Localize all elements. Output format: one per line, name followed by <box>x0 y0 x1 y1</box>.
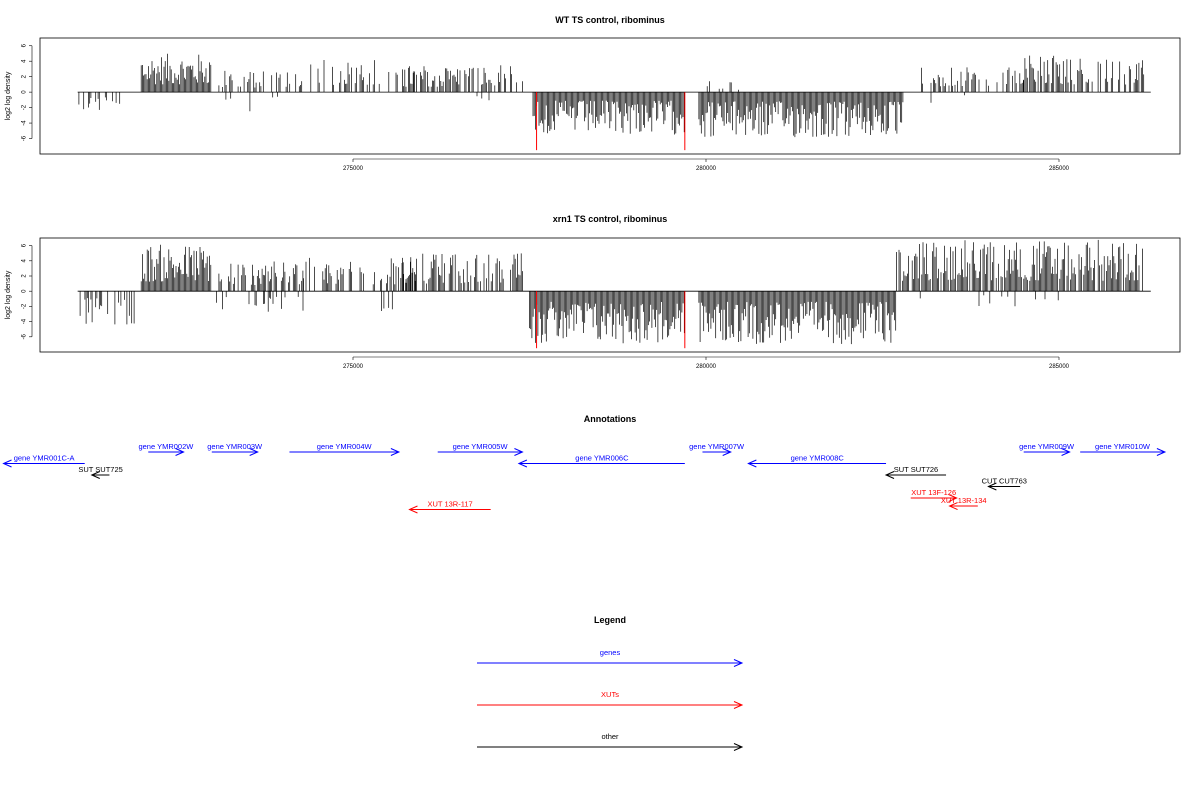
y-tick-label: -4 <box>22 120 28 126</box>
feature-label: SUT SUT725 <box>78 465 122 474</box>
legend-items: genes XUTs other <box>477 648 744 751</box>
feature-gene-arrow: gene YMR010W <box>1080 442 1167 456</box>
legend-panel: Legend genes XUTs other <box>477 615 744 751</box>
feature-label: gene YMR002W <box>138 442 194 451</box>
legend-gene-arrow: genes <box>477 648 744 667</box>
wt-y-axis-label: log2 log density <box>5 71 12 120</box>
y-tick-label: 6 <box>22 43 28 47</box>
x-tick-label: 285000 <box>1049 364 1070 370</box>
feature-label: CUT CUT763 <box>982 477 1027 486</box>
y-tick-label: -2 <box>22 303 28 309</box>
y-tick-label: 4 <box>22 59 28 63</box>
feature-label: gene YMR001C-A <box>14 454 75 463</box>
wt-plot-frame <box>39 37 1181 155</box>
x-tick-label: 280000 <box>696 364 717 370</box>
feature-xut-arrow: XUT 13R-134 <box>941 496 987 511</box>
annotations-title: Annotations <box>584 414 637 424</box>
wt-y-axis: 6 4 2 0 -2 -4 -6 <box>22 43 33 141</box>
y-tick-label: 2 <box>22 74 28 78</box>
x-tick-label: 280000 <box>696 166 717 172</box>
wt-track-title: WT TS control, ribominus <box>555 15 665 25</box>
y-tick-label: 6 <box>22 243 28 247</box>
wt-track-panel: WT TS control, ribominus log2 log densit… <box>5 15 1181 172</box>
legend-label: genes <box>600 648 621 657</box>
x-tick-label: 285000 <box>1049 166 1070 172</box>
xrn1-track-title: xrn1 TS control, ribominus <box>553 214 668 224</box>
y-tick-label: 2 <box>22 274 28 278</box>
feature-gene-arrow: gene YMR001C-A <box>2 454 85 468</box>
feature-label: gene YMR008C <box>791 454 845 463</box>
feature-xut-arrow: XUT 13R-117 <box>408 500 491 514</box>
wt-x-axis: 275000 280000 285000 <box>343 158 1070 172</box>
feature-gene-arrow: gene YMR007W <box>689 442 745 456</box>
feature-label: XUT 13R-134 <box>941 496 987 505</box>
xrn1-bars <box>77 239 1151 349</box>
feature-label: gene YMR007W <box>689 442 745 451</box>
feature-label: gene YMR010W <box>1095 442 1151 451</box>
x-tick-label: 275000 <box>343 166 364 172</box>
y-tick-label: -6 <box>22 333 28 339</box>
xrn1-plot-frame <box>39 237 1181 353</box>
feature-label: XUT 13R-117 <box>428 500 473 509</box>
xrn1-track-panel: xrn1 TS control, ribominus log2 log dens… <box>5 214 1181 370</box>
xrn1-y-axis-label: log2 log density <box>5 270 12 319</box>
annotation-features: gene YMR001C-A gene YMR002W gene YMR003W ge… <box>2 442 1167 514</box>
feature-label: XUT 13F-126 <box>911 488 956 497</box>
feature-xut-arrow: XUT 13F-126 <box>910 488 958 502</box>
xrn1-x-axis: 275000 280000 285000 <box>343 356 1070 370</box>
feature-label: gene YMR009W <box>1019 442 1075 451</box>
y-tick-label: 0 <box>22 90 28 94</box>
y-tick-label: -4 <box>22 318 28 324</box>
xrn1-y-axis: 6 4 2 0 -2 -4 -6 <box>22 243 33 339</box>
feature-label: gene YMR006C <box>575 454 629 463</box>
feature-label: gene YMR004W <box>317 442 373 451</box>
x-tick-label: 275000 <box>343 364 364 370</box>
y-tick-label: -2 <box>22 104 28 110</box>
feature-label: gene YMR005W <box>453 442 509 451</box>
feature-label: gene YMR003W <box>207 442 263 451</box>
feature-gene-arrow: gene YMR003W <box>207 442 263 456</box>
feature-gene-arrow: gene YMR008C <box>747 454 887 468</box>
feature-other-arrow: SUT SUT725 <box>78 465 123 479</box>
feature-gene-arrow: gene YMR005W <box>437 442 524 456</box>
legend-label: XUTs <box>601 690 619 699</box>
y-tick-label: 4 <box>22 258 28 262</box>
feature-gene-arrow: gene YMR002W <box>138 442 194 456</box>
legend-title: Legend <box>594 615 626 625</box>
feature-gene-arrow: gene YMR009W <box>1019 442 1075 456</box>
y-tick-label: 0 <box>22 289 28 293</box>
feature-other-arrow: SUT SUT726 <box>884 465 947 479</box>
y-tick-label: -6 <box>22 135 28 141</box>
feature-gene-arrow: gene YMR004W <box>289 442 401 456</box>
feature-gene-arrow: gene YMR006C <box>517 454 685 468</box>
feature-label: SUT SUT726 <box>894 465 938 474</box>
legend-xut-arrow: XUTs <box>477 690 744 709</box>
legend-label: other <box>601 732 619 741</box>
feature-other-arrow: CUT CUT763 <box>982 477 1027 491</box>
wt-bars <box>77 53 1151 151</box>
legend-other-arrow: other <box>477 732 744 751</box>
